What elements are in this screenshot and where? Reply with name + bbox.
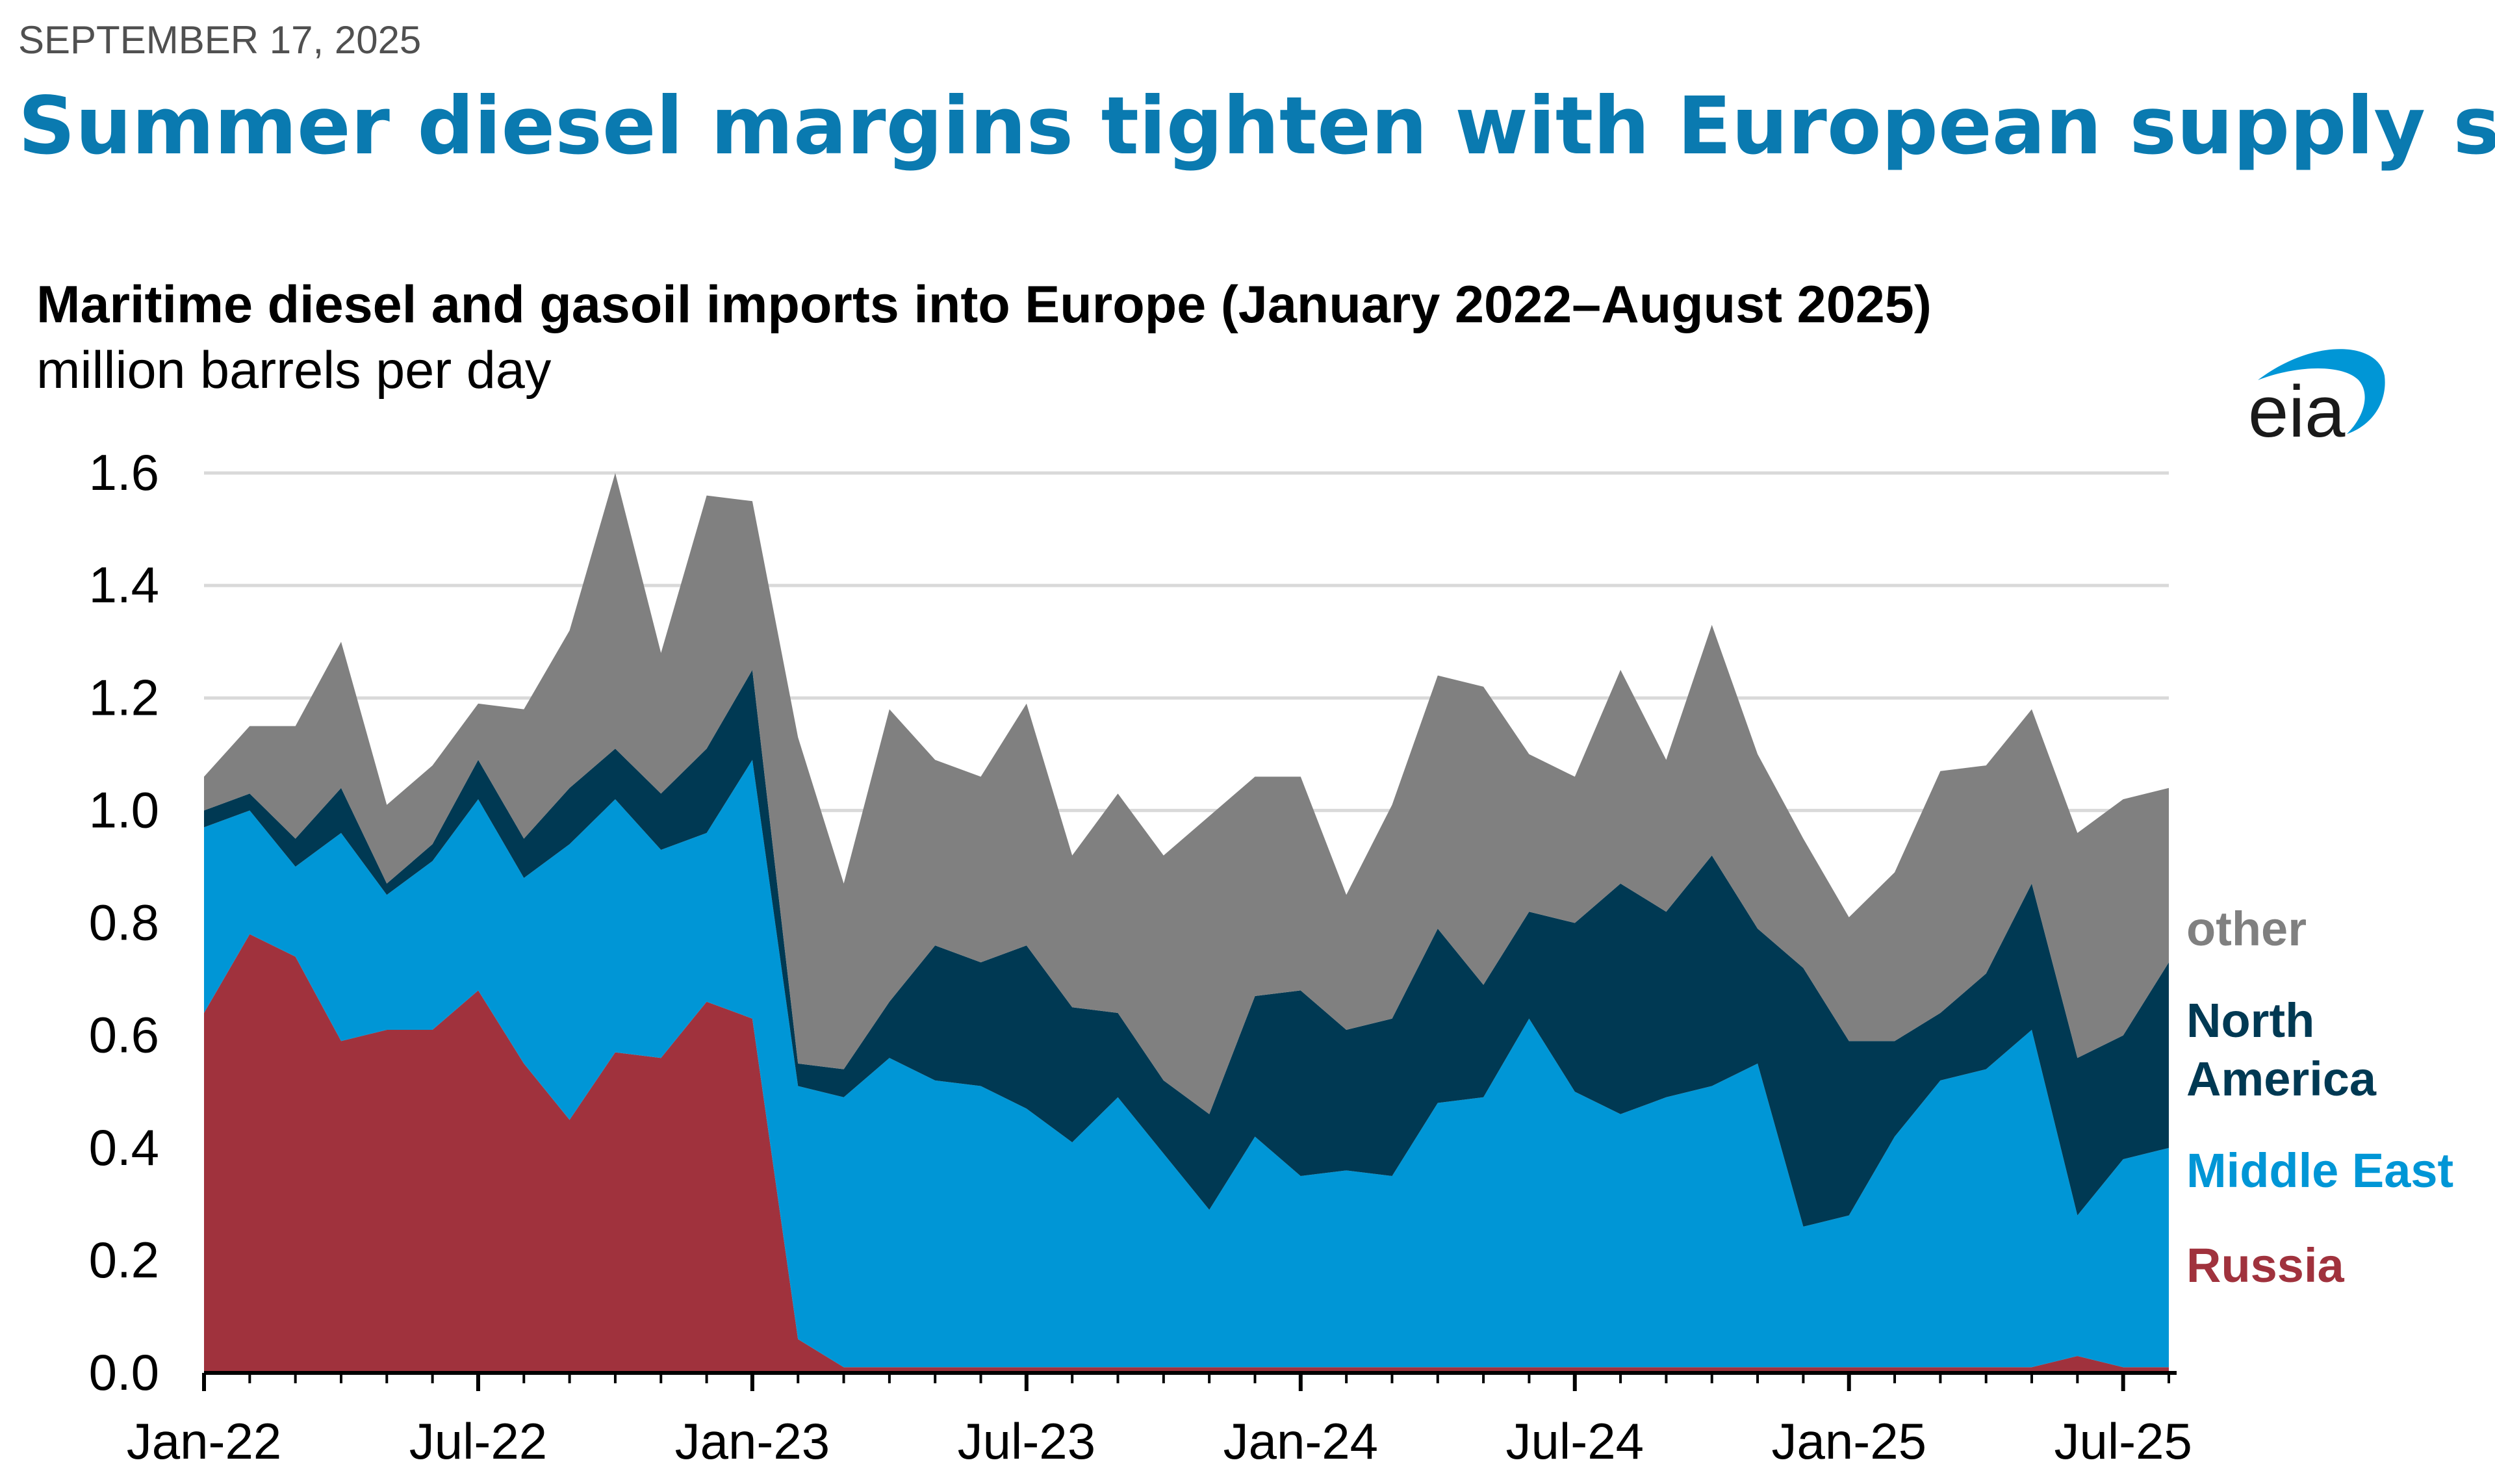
legend-label-russia: Russia [2186,1238,2345,1292]
chart-units: million barrels per day [36,341,552,400]
area-series-north-america [204,670,2169,1227]
x-tick-label: Jul-22 [409,1413,547,1470]
x-tick-label: Jul-23 [958,1413,1095,1470]
y-tick-label: 0.6 [89,1006,159,1064]
area-series-russia [204,934,2169,1373]
publication-date: SEPTEMBER 17, 2025 [18,18,421,62]
chart-title: Maritime diesel and gasoil imports into … [36,275,1932,334]
legend-label-other: other [2186,902,2307,956]
y-tick-label: 0.8 [89,894,159,951]
axes [202,1371,2177,1391]
eia-logo: eia [2248,349,2385,452]
y-axis-tick-labels: 0.0 0.2 0.4 0.6 0.8 1.0 1.2 1.4 1.6 [89,444,159,1401]
x-tick-label: Jul-25 [2054,1413,2192,1470]
x-tick-label: Jan-22 [127,1413,282,1470]
x-axis-tick-labels: Jan-22 Jul-22 Jan-23 Jul-23 Jan-24 Jul-24 Jan-… [127,1413,2192,1470]
eia-logo-swoosh-icon [2258,349,2385,434]
area-series-middle-east [204,760,2169,1368]
y-tick-label: 0.2 [89,1231,159,1288]
x-tick-label: Jan-24 [1223,1413,1379,1470]
x-tick-label: Jan-23 [675,1413,830,1470]
headline: Summer diesel margins tighten with Europ… [18,80,2495,172]
x-tick-label: Jul-24 [1506,1413,1644,1470]
legend-label-north-america: North America [2186,993,2377,1106]
area-series-other [204,473,2169,1114]
y-tick-label: 0.4 [89,1119,159,1176]
y-tick-label: 1.6 [89,444,159,501]
stacked-areas [204,473,2169,1373]
y-tick-label: 1.2 [89,669,159,726]
x-tick-label: Jan-25 [1771,1413,1926,1470]
legend: other North America Middle East Russia [2186,902,2453,1292]
y-tick-label: 1.0 [89,781,159,838]
y-tick-label: 0.0 [89,1344,159,1401]
legend-label-middle-east: Middle East [2186,1144,2453,1197]
eia-logo-text: eia [2248,371,2346,452]
y-tick-label: 1.4 [89,556,159,613]
